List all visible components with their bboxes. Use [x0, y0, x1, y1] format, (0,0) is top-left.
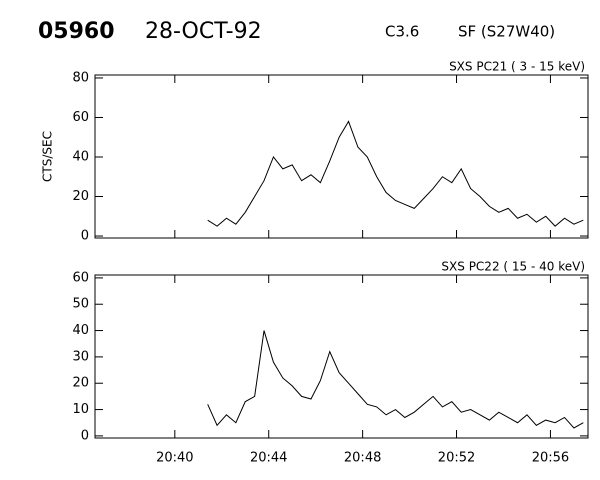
x-tick-label: 20:44 — [250, 451, 287, 466]
x-tick-label: 20:56 — [532, 451, 569, 466]
y-tick-label: 30 — [72, 349, 89, 364]
flare-location: SF (S27W40) — [458, 23, 555, 41]
flare-class: C3.6 — [385, 23, 419, 41]
y-tick-label: 80 — [72, 70, 89, 85]
y-tick-label: 40 — [72, 323, 89, 338]
data-line — [207, 330, 584, 429]
data-line — [207, 120, 584, 227]
event-id: 05960 — [38, 19, 115, 44]
y-tick-label: 60 — [72, 270, 89, 285]
y-tick-label: 50 — [72, 297, 89, 312]
y-axis-label: CTS/SEC — [41, 131, 55, 182]
panel-title: SXS PC22 ( 15 - 40 keV) — [441, 260, 585, 274]
y-tick-label: 40 — [72, 149, 89, 164]
y-tick-label: 60 — [72, 110, 89, 125]
y-tick-label: 0 — [81, 428, 89, 443]
y-tick-label: 20 — [72, 189, 89, 204]
y-tick-label: 20 — [72, 376, 89, 391]
x-tick-label: 20:48 — [344, 451, 381, 466]
x-tick-label: 20:40 — [156, 451, 193, 466]
y-tick-label: 10 — [72, 402, 89, 417]
y-tick-label: 0 — [81, 229, 89, 244]
panel-title: SXS PC21 ( 3 - 15 keV) — [449, 60, 585, 74]
event-date: 28-OCT-92 — [145, 19, 262, 44]
x-tick-label: 20:52 — [438, 451, 475, 466]
